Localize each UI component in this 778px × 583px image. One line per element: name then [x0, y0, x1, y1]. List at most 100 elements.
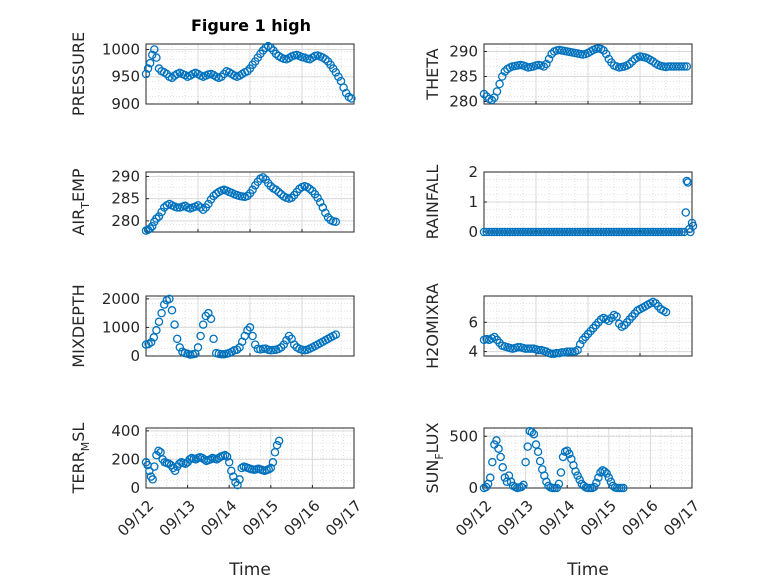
- data-point: [170, 466, 180, 476]
- data-point: [557, 348, 567, 357]
- y-axis-label-sub: T: [79, 202, 92, 210]
- x-tick-label: 09/13: [156, 497, 199, 540]
- data-point: [196, 203, 205, 212]
- data-point: [556, 468, 566, 477]
- data-point: [542, 59, 551, 69]
- data-point: [683, 178, 693, 187]
- x-tick-label: 09/12: [452, 497, 495, 540]
- x-axis-label: Time: [566, 560, 609, 580]
- data-point: [167, 306, 177, 315]
- data-point: [154, 446, 163, 456]
- data-point: [565, 347, 575, 356]
- data-point: [152, 214, 161, 223]
- y-axis-label-main: THETA: [423, 48, 442, 100]
- data-point: [198, 205, 208, 215]
- data-point: [331, 68, 341, 77]
- data-point: [159, 300, 169, 309]
- data-point: [682, 62, 692, 71]
- data-point: [571, 467, 580, 476]
- y-axis-label: TERRMSL: [69, 423, 92, 495]
- y-axis-label-sub: F: [433, 453, 446, 459]
- data-point: [266, 43, 276, 53]
- data-point: [625, 59, 634, 69]
- data-point: [331, 217, 341, 227]
- x-tick-label: 09/16: [280, 497, 323, 540]
- y-tick-label: 6: [468, 313, 478, 331]
- x-tick-label: 09/17: [322, 497, 365, 540]
- data-point: [497, 72, 507, 81]
- data-point: [224, 458, 234, 467]
- y-axis-label: SUNFLUX: [423, 422, 446, 493]
- data-point: [268, 458, 278, 467]
- data-point: [198, 320, 208, 329]
- panel-air_temp: 280 285 290 AIRTEMP: [69, 167, 355, 236]
- data-point: [533, 447, 543, 457]
- data-point: [258, 46, 268, 55]
- data-point: [264, 465, 273, 474]
- x-tick-label: 09/14: [535, 497, 578, 540]
- data-point: [185, 455, 194, 464]
- y-tick-label: 1: [468, 193, 478, 211]
- data-point: [547, 349, 556, 359]
- y-tick-label: 280: [111, 212, 140, 230]
- panel-rainfall: 0 1 2 RAINFALL: [423, 163, 698, 241]
- data-point: [544, 54, 554, 64]
- y-axis-label-main: H2OMIXRA: [423, 283, 442, 369]
- data-point: [677, 62, 686, 71]
- y-axis-label-tail: EMP: [69, 168, 88, 202]
- y-axis-label-tail: LUX: [423, 422, 442, 453]
- data-point: [498, 463, 507, 472]
- x-tick-label: 09/15: [239, 497, 282, 540]
- data-point: [147, 50, 157, 60]
- x-tick-label: 09/12: [114, 497, 157, 540]
- y-axis-label-main: SUN: [423, 460, 442, 494]
- data-point: [534, 345, 543, 355]
- data-point: [523, 344, 533, 353]
- data-point: [149, 333, 159, 342]
- data-point: [271, 185, 281, 195]
- data-point: [248, 331, 257, 341]
- x-tick-label: 09/14: [197, 497, 240, 540]
- data-point: [165, 294, 174, 304]
- data-point: [175, 459, 184, 468]
- data-point: [526, 344, 536, 353]
- data-point: [681, 208, 691, 217]
- data-point: [529, 429, 539, 439]
- y-tick-label: 0: [130, 479, 140, 497]
- data-point: [479, 89, 489, 99]
- data-point: [604, 473, 614, 482]
- y-axis-label: H2OMIXRA: [423, 283, 442, 369]
- data-point: [485, 473, 495, 482]
- y-tick-label: 285: [449, 68, 478, 86]
- data-point: [594, 473, 603, 482]
- data-point: [145, 58, 155, 68]
- data-point: [248, 185, 257, 195]
- data-point: [487, 95, 497, 105]
- y-tick-label: 0: [130, 347, 140, 365]
- data-point: [206, 314, 216, 324]
- data-point: [148, 475, 157, 484]
- data-point: [217, 72, 226, 81]
- data-point: [488, 457, 497, 467]
- data-point: [250, 340, 260, 349]
- data-point: [575, 340, 585, 349]
- data-point: [619, 483, 628, 493]
- data-point: [222, 452, 232, 461]
- y-tick-label: 1000: [102, 318, 140, 336]
- data-point: [674, 227, 684, 237]
- data-point: [209, 334, 218, 344]
- data-point: [274, 187, 283, 197]
- data-point: [217, 350, 226, 359]
- data-point: [157, 207, 166, 217]
- data-point: [573, 471, 582, 480]
- data-point: [193, 201, 203, 210]
- data-point: [500, 473, 510, 482]
- y-axis-label-sub: M: [79, 442, 92, 452]
- y-tick-label: 1000: [102, 40, 140, 58]
- data-point: [600, 467, 609, 476]
- data-point: [601, 49, 611, 59]
- x-tick-label: 09/16: [618, 497, 661, 540]
- data-point: [519, 480, 528, 490]
- y-tick-label: 2: [468, 163, 478, 181]
- data-point: [152, 53, 161, 62]
